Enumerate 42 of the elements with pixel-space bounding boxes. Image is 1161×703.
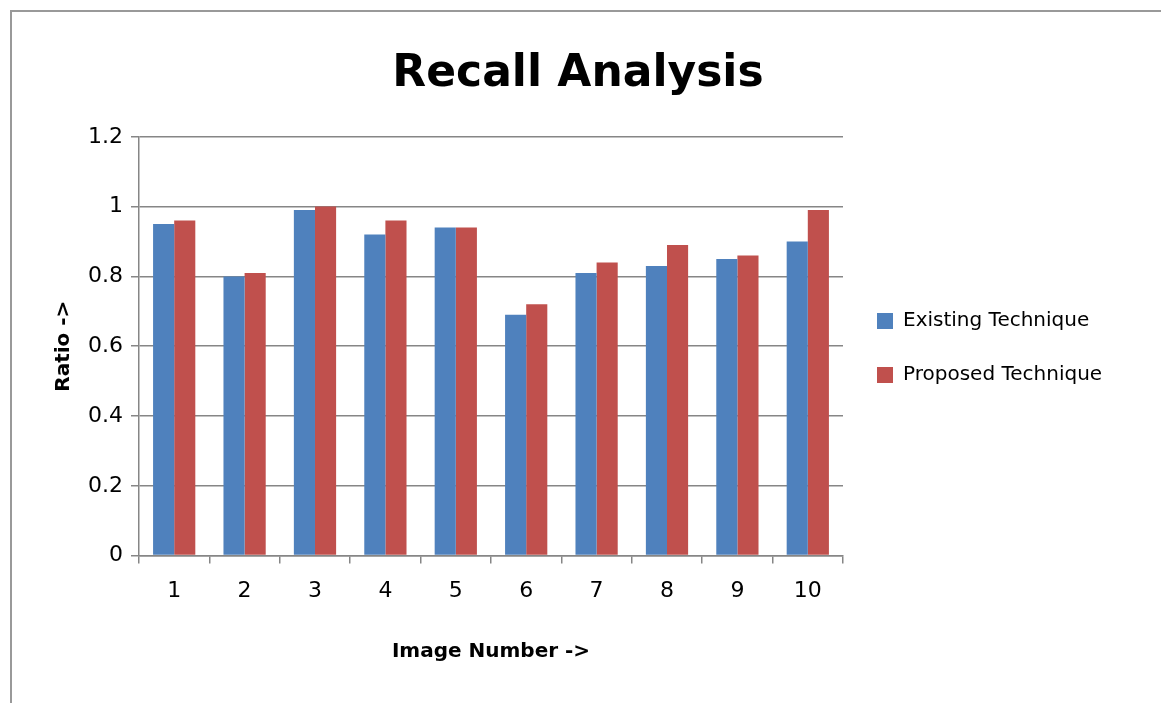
x-tick-label: 8 [660, 576, 674, 602]
x-tick-label: 6 [519, 576, 534, 602]
y-tick-label: 0.6 [87, 331, 123, 357]
bar [223, 276, 245, 555]
chart-title: Recall Analysis [392, 44, 764, 96]
bar [526, 304, 548, 555]
y-tick-label: 0.4 [87, 401, 123, 427]
x-tick-label: 9 [730, 576, 745, 602]
y-tick-label: 0 [108, 541, 123, 567]
bar [737, 255, 759, 555]
bar [505, 314, 527, 555]
x-axis-title: Image Number -> [391, 638, 591, 663]
bar [786, 241, 808, 555]
bar [455, 227, 477, 555]
y-tick-label: 0.8 [87, 262, 123, 288]
y-axis-title: Ratio -> [50, 300, 75, 392]
bar [385, 220, 407, 555]
legend-label: Proposed Technique [903, 361, 1103, 386]
x-tick-label: 10 [793, 576, 822, 602]
y-tick-label: 1.2 [87, 122, 123, 148]
bar [314, 206, 337, 555]
y-tick-label: 0.2 [87, 471, 123, 497]
bar [596, 262, 618, 555]
x-tick-label: 7 [589, 576, 604, 602]
bar [364, 234, 386, 555]
y-tick-label: 1 [108, 192, 123, 218]
bar [807, 210, 829, 555]
bar [667, 244, 689, 555]
bar [575, 272, 597, 555]
bar [244, 272, 266, 555]
x-tick-label: 4 [378, 576, 393, 602]
x-tick-label: 1 [167, 576, 182, 602]
bar [434, 227, 456, 555]
legend-label: Existing Technique [903, 307, 1090, 332]
bar [174, 220, 196, 555]
x-tick-label: 2 [237, 576, 252, 602]
bar [645, 265, 667, 555]
bar [716, 258, 738, 555]
x-tick-label: 5 [448, 576, 463, 602]
x-tick-label: 3 [307, 576, 322, 602]
bar [153, 224, 175, 555]
bar [293, 210, 315, 555]
